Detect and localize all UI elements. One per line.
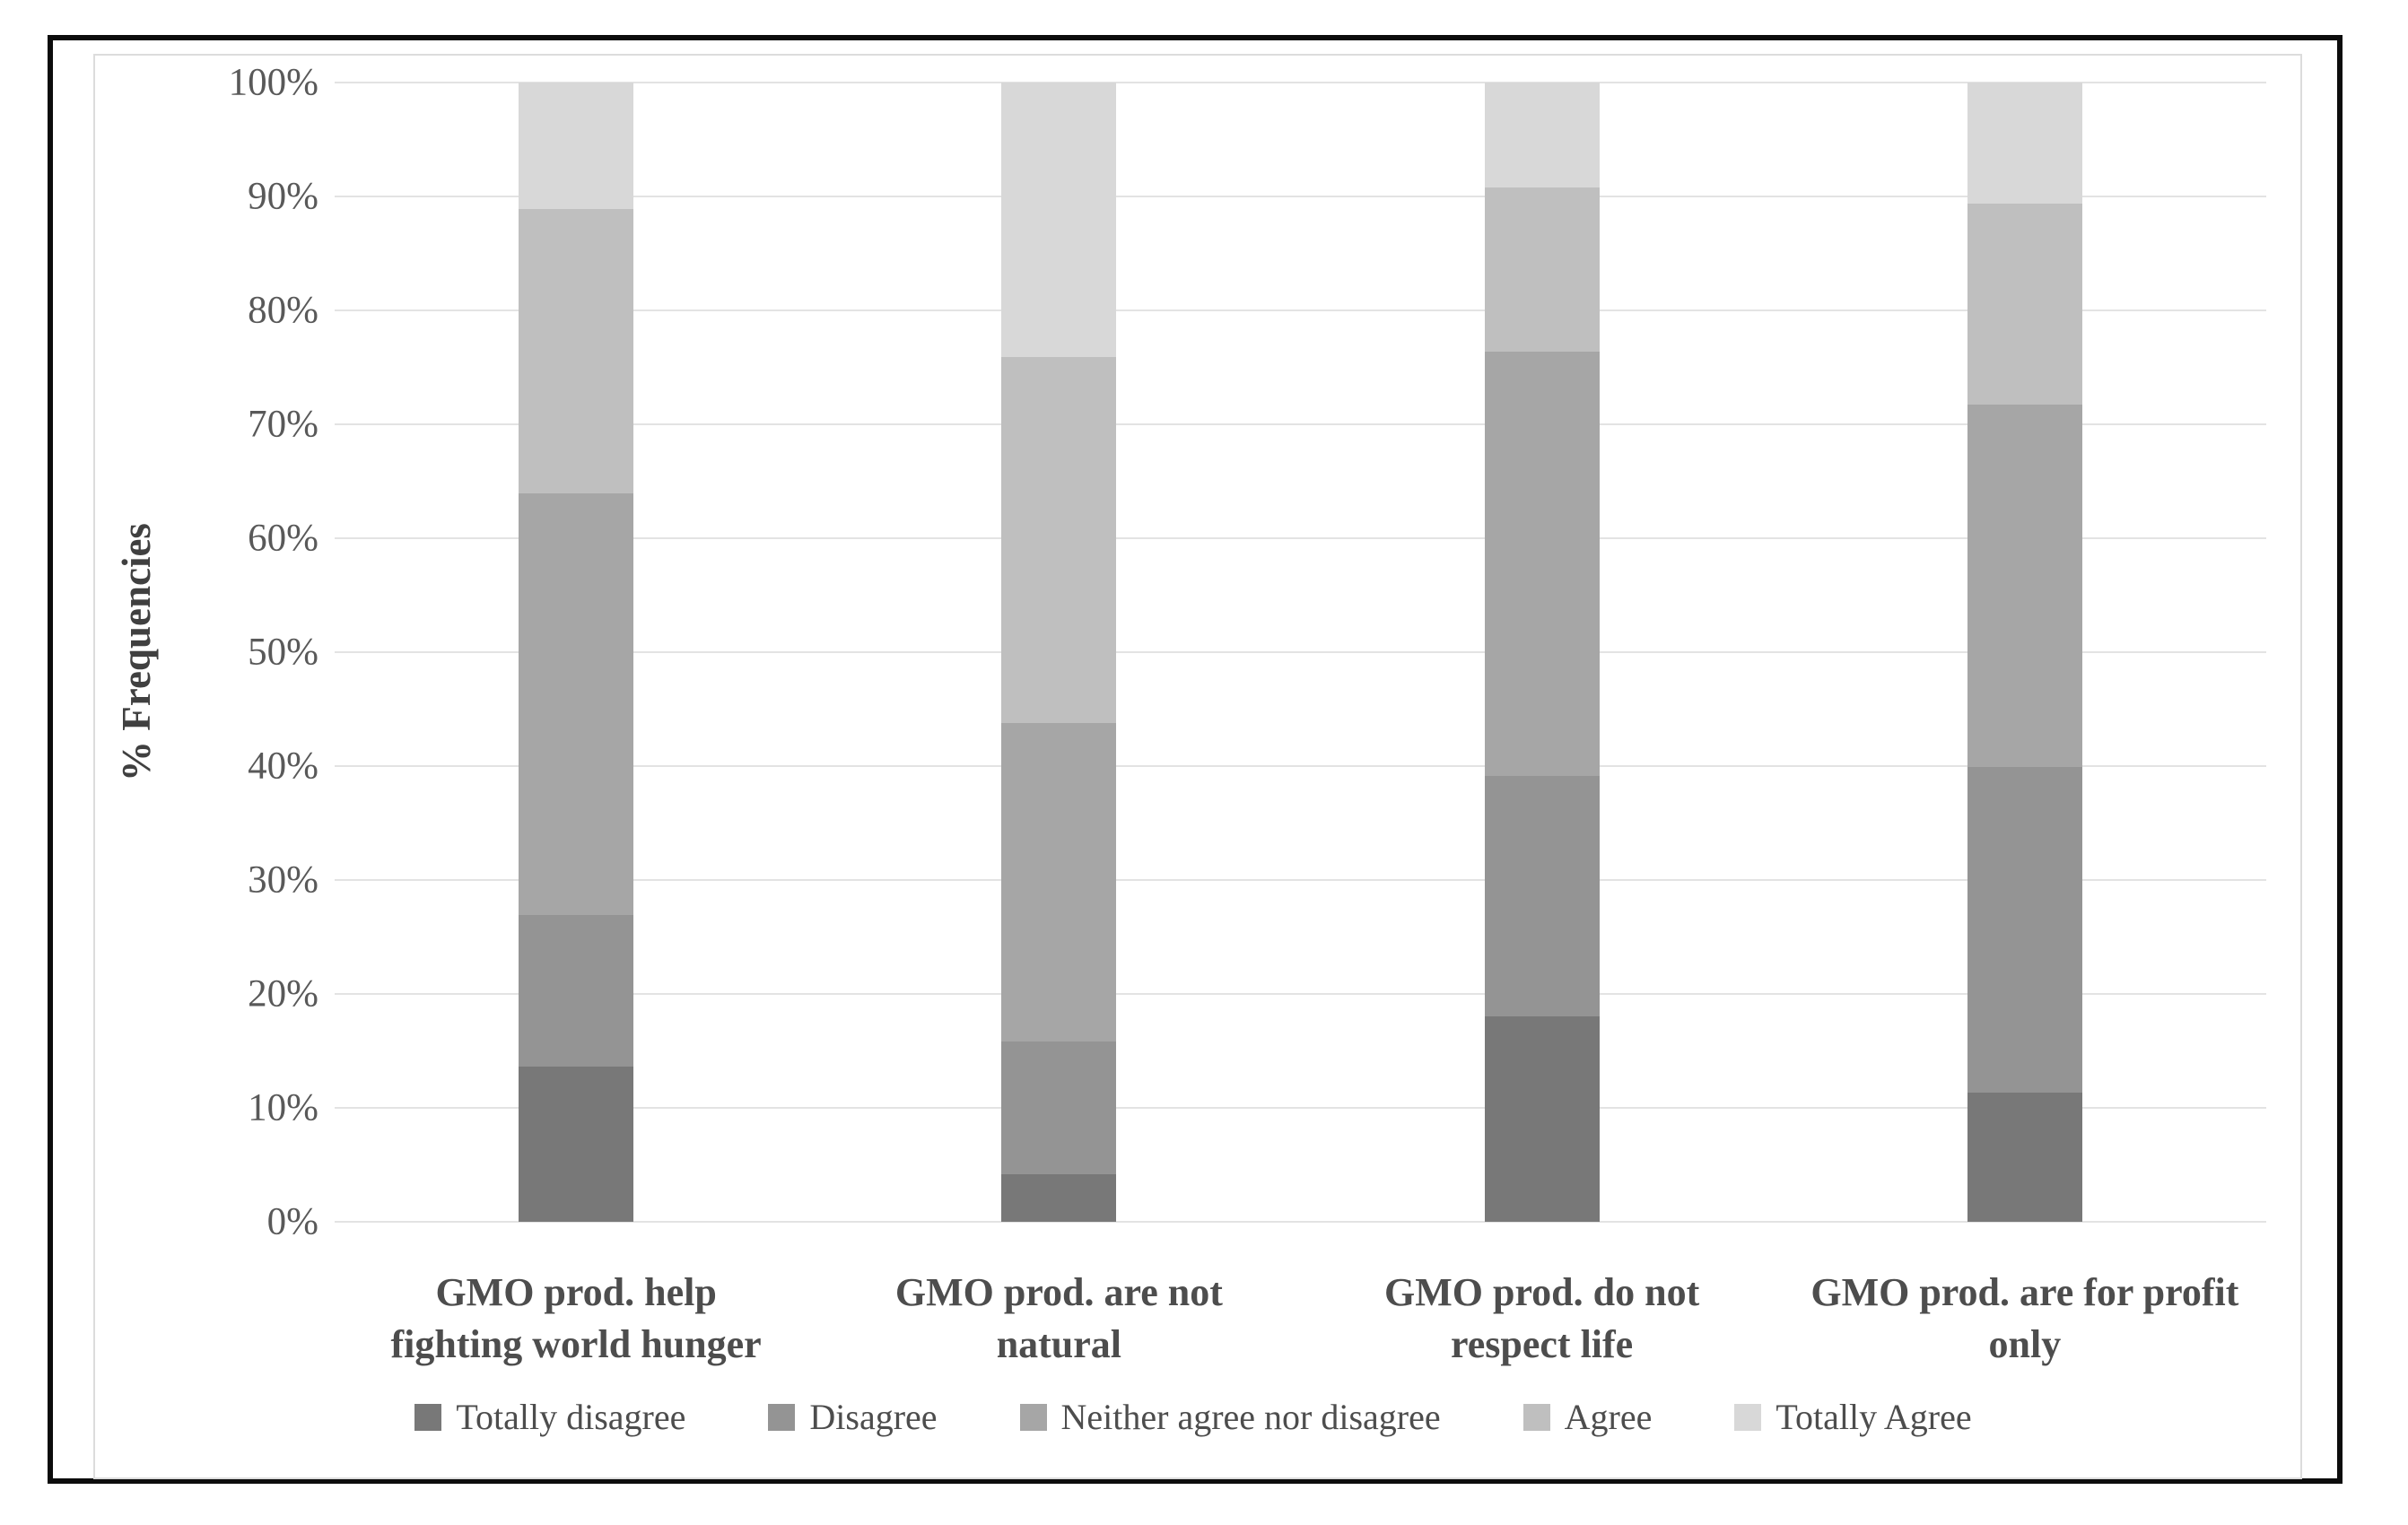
gridline	[335, 309, 2266, 311]
legend-swatch-icon	[1734, 1403, 1762, 1431]
y-tick-label: 50%	[248, 631, 318, 674]
y-tick-label: 60%	[248, 517, 318, 560]
chart-area-border	[93, 54, 2302, 1479]
bar-2-segment-neither-agree-nor-disagree	[1001, 722, 1117, 1042]
legend-item-totally-agree: Totally Agree	[1734, 1396, 1972, 1438]
bar-2-segment-disagree	[1001, 1041, 1117, 1174]
bar-2-segment-totally-disagree	[1001, 1173, 1117, 1222]
gridline	[335, 651, 2266, 653]
legend-label: Agree	[1564, 1397, 1653, 1437]
bar-3-segment-disagree	[1484, 776, 1600, 1017]
legend: Totally disagree Disagree Neither agree no…	[99, 1396, 2288, 1438]
legend-item-neither-agree-nor-disagree: Neither agree nor disagree	[1019, 1396, 1441, 1438]
bar-3-segment-totally-disagree	[1484, 1016, 1600, 1222]
y-axis-title: % Frequencies	[114, 523, 159, 781]
bar-1-segment-agree	[519, 208, 634, 494]
gridline	[335, 423, 2266, 425]
gridline	[335, 1221, 2266, 1223]
legend-swatch-icon	[768, 1403, 796, 1431]
y-tick-label: 90%	[248, 175, 318, 218]
category-label-3: GMO prod. do not respect life	[1384, 1270, 1700, 1367]
bar-1-segment-disagree	[519, 915, 634, 1068]
bar-4-segment-totally-disagree	[1967, 1093, 2082, 1222]
legend-swatch-icon	[414, 1403, 442, 1431]
bar-3-segment-neither-agree-nor-disagree	[1484, 351, 1600, 777]
bar-4-segment-neither-agree-nor-disagree	[1967, 405, 2082, 768]
bar-1-segment-neither-agree-nor-disagree	[519, 493, 634, 916]
bar-2-segment-agree	[1001, 357, 1117, 723]
y-tick-label: 20%	[248, 972, 318, 1015]
y-tick-label: 80%	[248, 289, 318, 332]
legend-item-disagree: Disagree	[768, 1396, 938, 1438]
y-tick-label: 70%	[248, 403, 318, 446]
y-tick-label: 10%	[248, 1086, 318, 1129]
bar-4-segment-totally-agree	[1967, 83, 2082, 204]
gridline	[335, 879, 2266, 881]
chart-frame	[48, 35, 2343, 1484]
y-tick-label: 100%	[228, 61, 318, 104]
bar-3-segment-agree	[1484, 187, 1600, 352]
legend-label: Totally disagree	[456, 1397, 686, 1437]
bar-4-segment-agree	[1967, 203, 2082, 405]
legend-swatch-icon	[1019, 1403, 1047, 1431]
category-label-4: GMO prod. are for profit only	[1810, 1270, 2239, 1367]
legend-item-totally-disagree: Totally disagree	[414, 1396, 685, 1438]
bar-3-segment-totally-agree	[1484, 83, 1600, 187]
legend-label: Totally Agree	[1775, 1397, 1972, 1437]
gridline	[335, 537, 2266, 539]
legend-label: Neither agree nor disagree	[1060, 1397, 1441, 1437]
category-label-2: GMO prod. are not natural	[894, 1270, 1223, 1367]
y-tick-label: 30%	[248, 858, 318, 902]
gridline	[335, 196, 2266, 197]
gridline	[335, 82, 2266, 83]
bar-4-segment-disagree	[1967, 767, 2082, 1094]
bar-1-segment-totally-agree	[519, 83, 634, 209]
gridline	[335, 993, 2266, 995]
legend-item-agree: Agree	[1522, 1396, 1653, 1438]
y-tick-label: 40%	[248, 745, 318, 788]
y-tick-label: 0%	[266, 1200, 318, 1243]
bar-1-segment-totally-disagree	[519, 1067, 634, 1222]
gridline	[335, 1107, 2266, 1109]
legend-swatch-icon	[1522, 1403, 1550, 1431]
category-label-1: GMO prod. help fighting world hunger	[390, 1270, 762, 1367]
gridline	[335, 765, 2266, 767]
bar-2-segment-totally-agree	[1001, 83, 1117, 358]
legend-label: Disagree	[809, 1397, 938, 1437]
